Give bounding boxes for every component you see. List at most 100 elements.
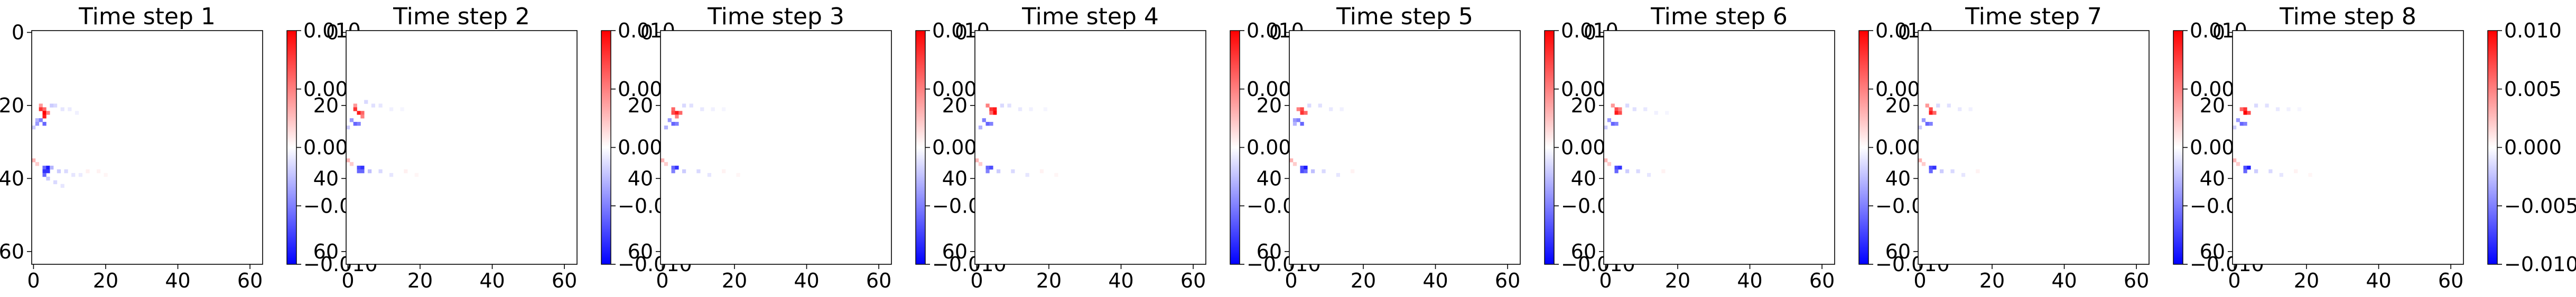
heatmap-cell bbox=[1614, 166, 1619, 170]
heatmap-cell bbox=[667, 118, 672, 122]
heatmap-cell bbox=[2236, 162, 2240, 166]
heatmap-cell bbox=[2243, 107, 2247, 111]
heatmap-cell bbox=[1611, 122, 1615, 126]
heatmap-cell bbox=[404, 169, 408, 174]
y-tick-label: 60 bbox=[1885, 240, 1911, 263]
y-tick-label: 60 bbox=[313, 240, 339, 263]
heatmap-image bbox=[32, 31, 263, 264]
heatmap-cell bbox=[1929, 111, 1933, 115]
heatmap-cell bbox=[1054, 173, 1058, 177]
heatmap-cell bbox=[671, 166, 675, 170]
heatmap-cell bbox=[711, 107, 715, 111]
heatmap-cell bbox=[1976, 169, 1980, 174]
heatmap-cell bbox=[1296, 107, 1300, 111]
heatmap-cell bbox=[32, 158, 36, 162]
heatmap-cell bbox=[1611, 103, 1615, 108]
heatmap-cell bbox=[1614, 107, 1619, 111]
heatmap-cell bbox=[1618, 111, 1622, 115]
axes-frame bbox=[31, 30, 263, 265]
y-tick-label: 20 bbox=[2200, 94, 2225, 117]
heatmap-cell bbox=[360, 169, 365, 174]
colorbar bbox=[916, 31, 925, 264]
heatmap-cell bbox=[349, 162, 354, 166]
heatmap-cell bbox=[46, 176, 50, 181]
heatmap-cell bbox=[1318, 103, 1322, 108]
heatmap-cell bbox=[1300, 111, 1304, 115]
heatmap-cell bbox=[975, 158, 979, 162]
heatmap-cell bbox=[1300, 122, 1304, 126]
heatmap-cell bbox=[357, 166, 361, 170]
heatmap-cell bbox=[60, 107, 64, 111]
heatmap-cell bbox=[675, 114, 679, 119]
heatmap-cell bbox=[96, 169, 101, 174]
y-tick-label: 0 bbox=[1269, 21, 1282, 44]
x-tick-label: 40 bbox=[2051, 269, 2077, 292]
heatmap-cell bbox=[2233, 125, 2237, 130]
panel-title: Time step 7 bbox=[1965, 3, 2102, 30]
y-tick-label: 60 bbox=[2200, 240, 2225, 263]
heatmap-cell bbox=[1661, 169, 1666, 174]
colorbar bbox=[2488, 31, 2497, 264]
heatmap-cell bbox=[378, 103, 383, 108]
x-tick-label: 40 bbox=[1737, 269, 1762, 292]
y-tick-label: 20 bbox=[313, 94, 339, 117]
heatmap-cell bbox=[1292, 118, 1297, 122]
heatmap-image bbox=[1604, 31, 1835, 264]
x-tick-label: 40 bbox=[1422, 269, 1448, 292]
heatmap-image bbox=[661, 31, 891, 264]
panel-title: Time step 5 bbox=[1336, 3, 1473, 30]
heatmap-cell bbox=[1968, 107, 1973, 111]
heatmap-cell bbox=[353, 122, 357, 126]
y-tick-label: 40 bbox=[0, 167, 24, 190]
heatmap-cell bbox=[1921, 118, 1926, 122]
heatmap-cell bbox=[1011, 169, 1015, 174]
heatmap-cell bbox=[1918, 125, 1922, 130]
heatmap-cell bbox=[2243, 166, 2247, 170]
heatmap-cell bbox=[985, 122, 990, 126]
y-tick-label: 0 bbox=[1584, 21, 1596, 44]
colorbar-tick-label: 0.010 bbox=[2504, 19, 2562, 42]
heatmap-cell bbox=[1925, 122, 1929, 126]
heatmap-cell bbox=[675, 166, 679, 170]
heatmap-cell bbox=[1322, 169, 1326, 174]
heatmap-cell bbox=[75, 111, 79, 115]
x-tick-label: 40 bbox=[165, 269, 190, 292]
heatmap-cell bbox=[722, 169, 726, 174]
heatmap-cell bbox=[1632, 107, 1636, 111]
heatmap-cell bbox=[68, 107, 72, 111]
heatmap-cell bbox=[2243, 122, 2247, 126]
heatmap-cell bbox=[985, 166, 990, 170]
heatmap-cell bbox=[46, 166, 50, 170]
heatmap-cell bbox=[2236, 118, 2240, 122]
heatmap-cell bbox=[389, 173, 394, 177]
heatmap-cell bbox=[35, 118, 40, 122]
heatmap-cell bbox=[1614, 169, 1619, 174]
heatmap-cell bbox=[1304, 169, 1308, 174]
heatmap-cell bbox=[707, 173, 711, 177]
heatmap-cell bbox=[1296, 118, 1300, 122]
heatmap-cell bbox=[1932, 111, 1937, 115]
heatmap-cell bbox=[1654, 111, 1658, 115]
heatmap-cell bbox=[2233, 158, 2237, 162]
axes-frame bbox=[974, 30, 1206, 265]
y-tick-label: 60 bbox=[1571, 240, 1596, 263]
heatmap-cell bbox=[982, 118, 986, 122]
y-tick-label: 40 bbox=[2200, 167, 2225, 190]
heatmap-cell bbox=[1304, 111, 1308, 115]
heatmap-cell bbox=[661, 158, 665, 162]
axes-frame bbox=[1918, 30, 2150, 265]
x-tick-label: 20 bbox=[1036, 269, 1062, 292]
heatmap-cell bbox=[346, 158, 350, 162]
heatmap-cell bbox=[360, 166, 365, 170]
heatmap-cell bbox=[1292, 122, 1297, 126]
heatmap-cell bbox=[42, 122, 47, 126]
heatmap-cell bbox=[696, 169, 701, 174]
heatmap-cell bbox=[1932, 166, 1937, 170]
colorbar-tick-label: 0.005 bbox=[2504, 78, 2562, 101]
heatmap-cell bbox=[1929, 107, 1933, 111]
heatmap-cell bbox=[57, 169, 61, 174]
heatmap-cell bbox=[1604, 125, 1608, 130]
heatmap-cell bbox=[2308, 173, 2312, 177]
heatmap-cell bbox=[1958, 107, 1962, 111]
heatmap-cell bbox=[1340, 107, 1344, 111]
